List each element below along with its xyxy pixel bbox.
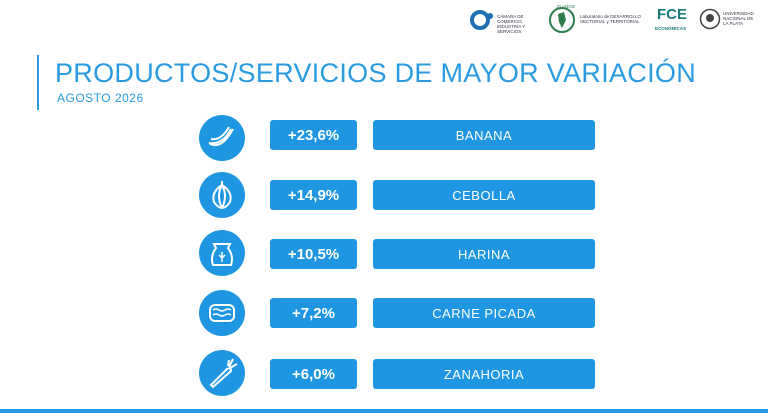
icon-carrot	[199, 350, 245, 396]
variation-value: +23,6%	[270, 120, 357, 150]
variation-value: +10,5%	[270, 239, 357, 269]
product-name: CEBOLLA	[373, 180, 595, 210]
logo-camara: CÁMARA DE COMERCIO, INDUSTRIA Y SERVICIO…	[497, 14, 526, 34]
product-name: HARINA	[373, 239, 595, 269]
icon-flour	[199, 230, 245, 276]
variation-value: +14,9%	[270, 180, 357, 210]
variation-value: +7,2%	[270, 298, 357, 328]
logo-lab-icon	[549, 7, 575, 33]
variation-value: +6,0%	[270, 359, 357, 389]
product-name: BANANA	[373, 120, 595, 150]
product-name: ZANAHORIA	[373, 359, 595, 389]
product-name: CARNE PICADA	[373, 298, 595, 328]
logo-unlp: UNIVERSIDAD NACIONAL DE LA PLATA	[723, 11, 754, 26]
bottom-bar	[0, 409, 768, 413]
logo-camara-icon	[470, 10, 493, 30]
icon-ground-meat	[199, 290, 245, 336]
logo-fce: FCE	[657, 6, 687, 23]
title: PRODUCTOS/SERVICIOS DE MAYOR VARIACIÓN	[55, 58, 697, 88]
icon-onion	[199, 172, 245, 218]
logo-fce-text: ECONÓMICAS	[655, 26, 687, 31]
icon-banana	[199, 115, 245, 161]
accent-line	[37, 55, 39, 110]
logo-lab: Laboratorio de DESARROLLO SECTORIAL y TE…	[580, 14, 642, 24]
logo-unlp-icon	[699, 8, 721, 30]
logo-lab-years: 10 AÑOS	[556, 4, 575, 9]
subtitle: AGOSTO 2026	[57, 91, 144, 105]
